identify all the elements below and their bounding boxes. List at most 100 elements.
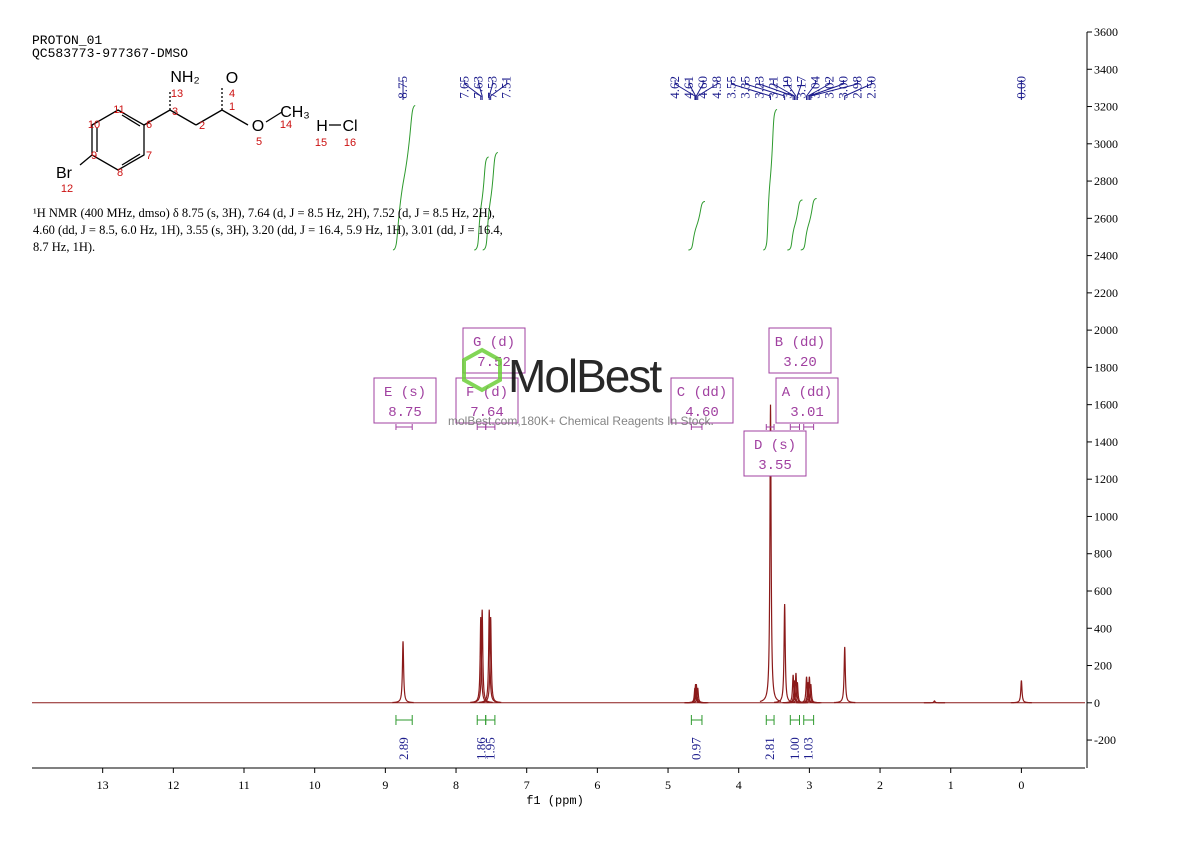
atom-number: 14 (280, 119, 292, 131)
y-tick-label: -200 (1094, 733, 1116, 747)
peak-label: 3.23 (751, 76, 766, 99)
peak-label: 3.17 (793, 76, 808, 99)
x-tick-label: 2 (877, 778, 883, 792)
y-tick-label: 2200 (1094, 286, 1118, 300)
multiplet-shift: 7.52 (477, 355, 511, 371)
atom-number: 15 (315, 137, 327, 149)
peak-label-connector (695, 80, 704, 100)
multiplet-box (743, 430, 807, 477)
x-tick-label: 1 (948, 778, 954, 792)
y-tick-label: 0 (1094, 696, 1100, 710)
integral-bracket (690, 715, 703, 725)
multiplet-box (373, 377, 437, 424)
peak-label: 3.55 (723, 76, 738, 99)
peak-label-connector (810, 80, 858, 100)
integral-curve (482, 152, 499, 251)
x-tick-label: 12 (167, 778, 179, 792)
multiplet-shift: 3.55 (758, 458, 792, 474)
peak-label-connector (758, 80, 794, 100)
multiplet-bracket (803, 424, 815, 430)
y-tick-label: 3600 (1094, 25, 1118, 39)
atom-label: H (316, 118, 328, 135)
integral-value: 2.81 (762, 737, 777, 760)
multiplet-box (462, 327, 526, 374)
peak-label: 2.50 (863, 76, 878, 99)
integral-bracket (485, 715, 496, 725)
molecule-bonds (79, 86, 341, 171)
integral-curve (763, 109, 778, 251)
peak-label-connector (688, 80, 697, 100)
peak-label-connector (806, 80, 816, 100)
y-tick-label: 2600 (1094, 211, 1118, 225)
atom-label: O (226, 70, 238, 87)
integral-value: 1.03 (801, 737, 816, 760)
multiplet-bracket (765, 424, 775, 430)
atom-number: 4 (229, 88, 235, 100)
multiplet-box (670, 377, 734, 424)
atom-number: 6 (146, 119, 152, 131)
spectrum-peak (834, 646, 856, 704)
atom-number: 16 (344, 137, 356, 149)
peak-label-connector (674, 80, 696, 100)
integral-curve (787, 199, 803, 251)
x-tick-label: 4 (736, 778, 742, 792)
multiplet-box (768, 327, 832, 374)
atom-label: CH₃ (280, 104, 310, 121)
peak-label-connector (464, 80, 482, 100)
multiplet-shift: 7.64 (470, 405, 504, 421)
integral-value: 1.00 (787, 737, 802, 760)
multiplet-name: B (dd) (775, 335, 825, 351)
peak-label: 4.58 (709, 76, 724, 99)
peak-label-connector (490, 80, 508, 100)
peak-label-connector (478, 80, 483, 100)
integral-value: 1.86 (473, 737, 488, 760)
y-tick-label: 200 (1094, 659, 1112, 673)
atom-number: 11 (113, 104, 124, 116)
y-tick-label: 800 (1094, 547, 1112, 561)
peak-label-connector (796, 80, 802, 100)
y-tick-label: 3000 (1094, 137, 1118, 151)
peak-label: 4.60 (695, 76, 710, 99)
spectrum-peak (687, 687, 709, 704)
integral-value: 0.97 (689, 737, 704, 760)
x-tick-label: 11 (238, 778, 250, 792)
watermark-logo (462, 347, 502, 393)
peak-label-connector (808, 80, 844, 100)
integral-bracket (765, 715, 775, 725)
peak-label-connector (730, 80, 772, 100)
peak-label: 7.51 (499, 76, 514, 99)
atom-number: 7 (146, 150, 152, 162)
atom-number: 12 (61, 183, 73, 195)
spectrum-peak (800, 684, 822, 704)
multiplet-shift: 3.20 (783, 355, 817, 371)
peak-label: 3.19 (779, 76, 794, 99)
integral-curve (392, 105, 416, 251)
x-tick-label: 9 (382, 778, 388, 792)
peak-label-connector (488, 80, 494, 100)
atom-number: 9 (91, 150, 97, 162)
y-tick-label: 3400 (1094, 62, 1118, 76)
x-tick-label: 13 (97, 778, 109, 792)
peak-label: 7.65 (457, 76, 472, 99)
atom-label: Cl (342, 118, 357, 135)
x-tick-label: 8 (453, 778, 459, 792)
y-tick-label: 2800 (1094, 174, 1118, 188)
integral-bracket (789, 715, 800, 725)
y-tick-label: 1600 (1094, 398, 1118, 412)
x-tick-label: 5 (665, 778, 671, 792)
watermark-tagline: molBest.com,180K+ Chemical Reagents In S… (448, 414, 714, 428)
nmr-description: 8.7 Hz, 1H). (33, 240, 95, 254)
atom-label: NH₂ (170, 69, 199, 86)
multiplet-shift: 4.60 (685, 405, 719, 421)
y-tick-label: 1400 (1094, 435, 1118, 449)
nmr-description: ¹H NMR (400 MHz, dmso) δ 8.75 (s, 3H), 7… (33, 206, 495, 220)
integral-bracket (395, 715, 413, 725)
y-tick-label: 2000 (1094, 323, 1118, 337)
x-tick-label: 10 (309, 778, 321, 792)
atom-number: 3 (172, 106, 178, 118)
multiplet-bracket (395, 424, 413, 430)
spectrum-peak (759, 404, 782, 703)
y-tick-label: 2400 (1094, 249, 1118, 263)
